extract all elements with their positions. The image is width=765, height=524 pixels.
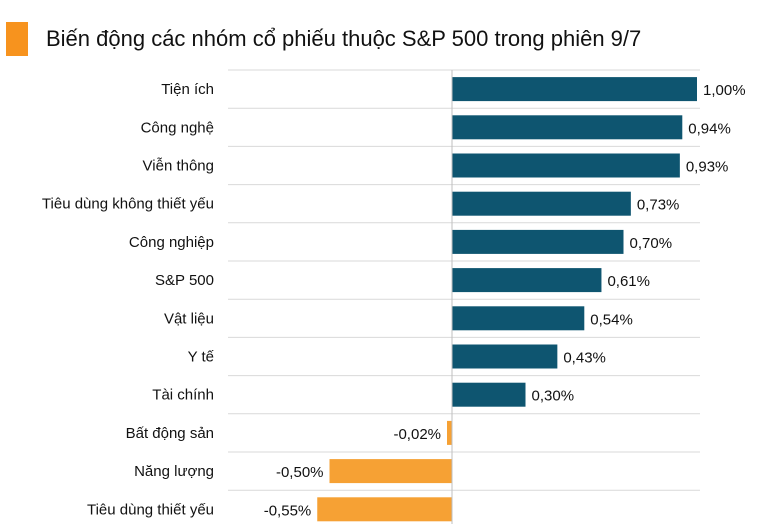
bar [452, 77, 697, 102]
value-label: -0,50% [276, 464, 324, 481]
bar [452, 382, 526, 407]
bar [452, 115, 683, 140]
chart-title: Biến động các nhóm cổ phiếu thuộc S&P 50… [46, 26, 642, 51]
category-label: Viễn thông [143, 158, 214, 175]
bar [452, 344, 558, 369]
value-label: 0,94% [688, 120, 731, 137]
bar [452, 306, 585, 331]
bar [452, 268, 602, 293]
value-label: 0,93% [686, 159, 729, 176]
category-label: Tiện ích [161, 81, 214, 98]
value-label: 0,70% [630, 235, 673, 252]
bar [447, 420, 452, 445]
title-accent-bar [6, 22, 28, 56]
category-label: Bất động sản [126, 425, 214, 442]
category-label: Tiêu dùng thiết yếu [87, 501, 214, 518]
value-label: 1,00% [703, 82, 746, 99]
value-label: -0,55% [264, 502, 312, 519]
bar [452, 153, 680, 178]
value-label: -0,02% [393, 426, 441, 443]
value-label: 0,73% [637, 197, 680, 214]
value-label: 0,54% [590, 311, 633, 328]
bar [317, 497, 452, 522]
category-label: Tài chính [152, 387, 214, 404]
category-label: Công nghệ [141, 119, 214, 136]
bar [452, 229, 624, 254]
value-label: 0,30% [532, 388, 575, 405]
category-label: S&P 500 [155, 272, 214, 289]
category-label: Năng lượng [134, 463, 214, 480]
category-label: Y tế [188, 349, 215, 366]
category-label: Công nghiệp [129, 234, 214, 251]
value-label: 0,61% [607, 273, 650, 290]
bar [329, 459, 452, 484]
category-label: Vật liệu [164, 310, 214, 327]
value-label: 0,43% [563, 350, 606, 367]
category-label: Tiêu dùng không thiết yếu [42, 196, 214, 213]
bar [452, 191, 631, 216]
